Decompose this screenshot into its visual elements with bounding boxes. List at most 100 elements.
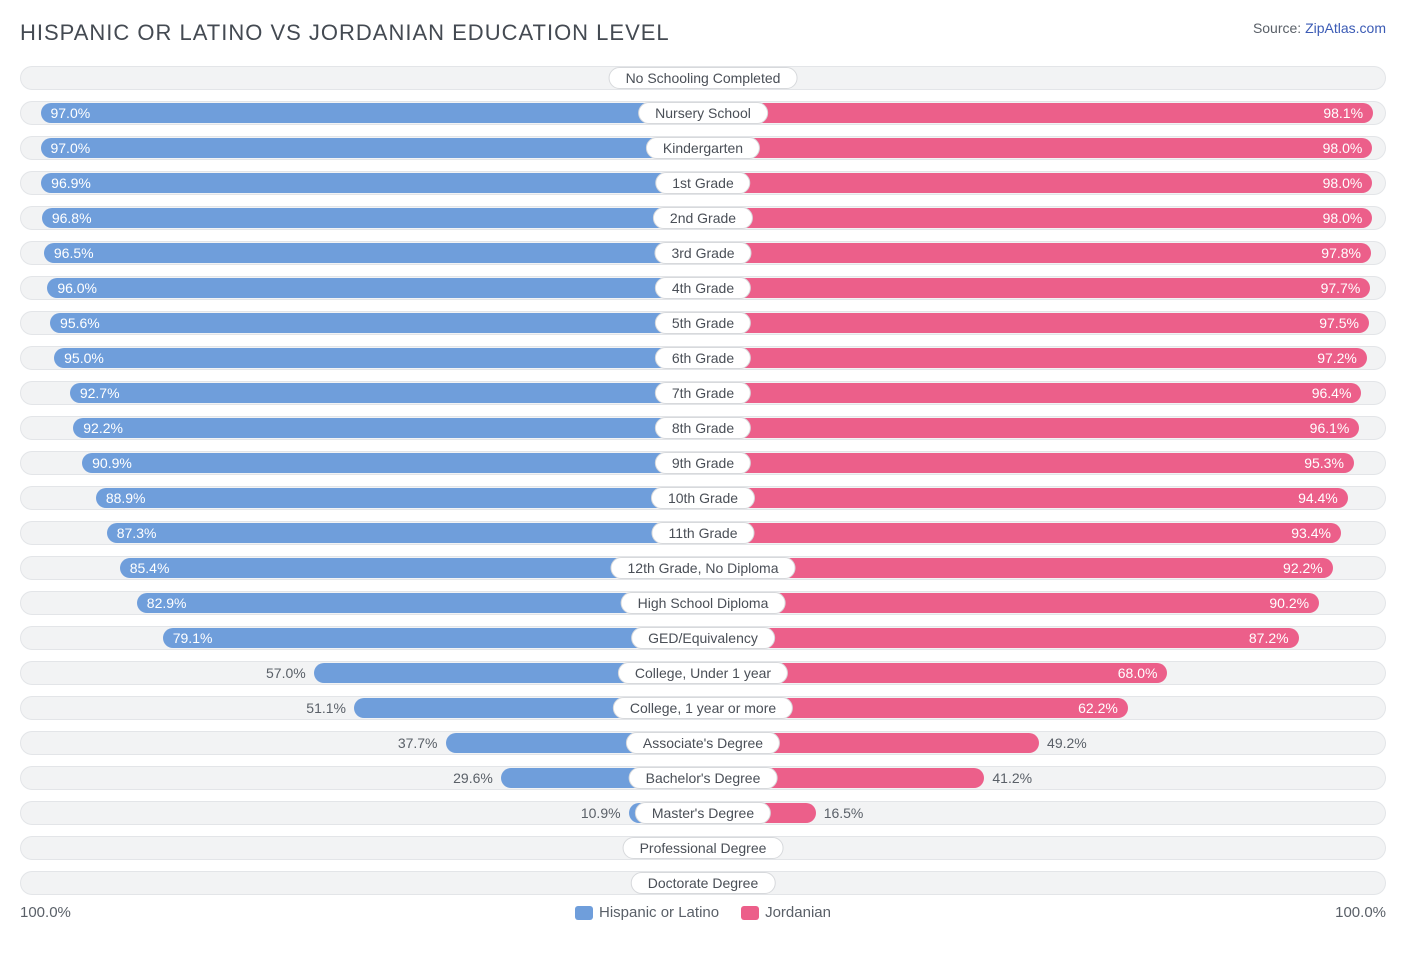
pct-label-right: 49.2%: [1039, 729, 1095, 757]
pct-label-left: 85.4%: [120, 554, 180, 582]
pct-label-left: 79.1%: [163, 624, 223, 652]
chart-row: 57.0% 68.0% College, Under 1 year: [20, 659, 1386, 687]
bar-right: [703, 558, 1333, 578]
bar-right: [703, 453, 1354, 473]
pct-label-left: 57.0%: [258, 659, 314, 687]
category-label: Associate's Degree: [626, 732, 780, 754]
legend-label-right: Jordanian: [765, 904, 831, 921]
pct-label-right: 98.0%: [1313, 134, 1373, 162]
category-label: 5th Grade: [655, 312, 751, 334]
legend-label-left: Hispanic or Latino: [599, 904, 719, 921]
category-label: 4th Grade: [655, 277, 751, 299]
bar-right: [703, 628, 1299, 648]
chart-row: 96.9% 98.0% 1st Grade: [20, 169, 1386, 197]
pct-label-right: 97.5%: [1309, 309, 1369, 337]
pct-label-right: 87.2%: [1239, 624, 1299, 652]
bar-right: [703, 173, 1372, 193]
category-label: 12th Grade, No Diploma: [611, 557, 796, 579]
chart-header: HISPANIC OR LATINO VS JORDANIAN EDUCATIO…: [20, 20, 1386, 46]
pct-label-right: 16.5%: [816, 799, 872, 827]
bar-right: [703, 523, 1341, 543]
bar-left: [41, 173, 703, 193]
category-label: 11th Grade: [651, 522, 754, 544]
pct-label-right: 41.2%: [984, 764, 1040, 792]
pct-label-left: 96.0%: [47, 274, 107, 302]
category-label: Kindergarten: [646, 137, 760, 159]
bar-left: [41, 138, 704, 158]
category-label: High School Diploma: [621, 592, 786, 614]
pct-label-left: 96.5%: [44, 239, 104, 267]
chart-row: 29.6%41.2%Bachelor's Degree: [20, 764, 1386, 792]
chart-footer: 100.0% Hispanic or Latino Jordanian 100.…: [20, 904, 1386, 921]
pct-label-right: 68.0%: [1108, 659, 1168, 687]
chart-row: 92.7% 96.4% 7th Grade: [20, 379, 1386, 407]
bar-left: [50, 313, 703, 333]
category-label: 2nd Grade: [653, 207, 753, 229]
chart-row: 95.6% 97.5% 5th Grade: [20, 309, 1386, 337]
legend-swatch-left: [575, 906, 593, 920]
bar-left: [70, 383, 703, 403]
chart-row: 90.9%95.3%9th Grade: [20, 449, 1386, 477]
pct-label-right: 62.2%: [1068, 694, 1128, 722]
bar-right: [703, 208, 1372, 228]
chart-row: 10.9%16.5%Master's Degree: [20, 799, 1386, 827]
category-label: Professional Degree: [623, 837, 784, 859]
bar-left: [42, 208, 703, 228]
pct-label-left: 92.7%: [70, 379, 130, 407]
chart-row: 97.0% 98.0% Kindergarten: [20, 134, 1386, 162]
pct-label-right: 98.1%: [1313, 99, 1373, 127]
pct-label-left: 95.6%: [50, 309, 110, 337]
bar-right: [703, 103, 1373, 123]
pct-label-right: 97.7%: [1311, 274, 1371, 302]
bar-right: [703, 313, 1369, 333]
chart-row: 3.0%2.0%No Schooling Completed: [20, 64, 1386, 92]
chart-row: 3.2%4.7%Professional Degree: [20, 834, 1386, 862]
bar-left: [73, 418, 703, 438]
bar-left: [41, 103, 704, 123]
bar-right: [703, 383, 1361, 403]
bar-left: [54, 348, 703, 368]
legend-item-right: Jordanian: [741, 904, 831, 921]
category-label: No Schooling Completed: [609, 67, 798, 89]
pct-label-right: 94.4%: [1288, 484, 1348, 512]
chart-row: 96.8%98.0%2nd Grade: [20, 204, 1386, 232]
chart-row: 88.9%94.4%10th Grade: [20, 484, 1386, 512]
legend-swatch-right: [741, 906, 759, 920]
category-label: 7th Grade: [655, 382, 751, 404]
category-label: College, 1 year or more: [613, 697, 793, 719]
bar-left: [82, 453, 703, 473]
category-label: Doctorate Degree: [631, 872, 776, 894]
chart-row: 95.0%97.2%6th Grade: [20, 344, 1386, 372]
pct-label-left: 96.9%: [41, 169, 101, 197]
pct-label-left: 97.0%: [40, 134, 100, 162]
chart-row: 37.7%49.2%Associate's Degree: [20, 729, 1386, 757]
category-label: 1st Grade: [655, 172, 750, 194]
pct-label-left: 51.1%: [298, 694, 354, 722]
legend: Hispanic or Latino Jordanian: [575, 904, 831, 921]
pct-label-right: 93.4%: [1281, 519, 1341, 547]
bar-right: [703, 348, 1367, 368]
pct-label-right: 98.0%: [1313, 169, 1373, 197]
pct-label-left: 95.0%: [54, 344, 114, 372]
chart-row: 79.1%87.2%GED/Equivalency: [20, 624, 1386, 652]
source-link[interactable]: ZipAtlas.com: [1305, 20, 1386, 36]
diverging-bar-chart: 3.0%2.0%No Schooling Completed 97.0% 98.1%…: [20, 64, 1386, 897]
pct-label-right: 96.4%: [1302, 379, 1362, 407]
pct-label-right: 90.2%: [1259, 589, 1319, 617]
chart-row: 92.2%96.1%8th Grade: [20, 414, 1386, 442]
bar-left: [163, 628, 703, 648]
bar-left: [47, 278, 703, 298]
pct-label-right: 96.1%: [1300, 414, 1360, 442]
pct-label-right: 97.8%: [1311, 239, 1371, 267]
category-label: College, Under 1 year: [618, 662, 788, 684]
pct-label-right: 92.2%: [1273, 554, 1333, 582]
pct-label-left: 96.8%: [42, 204, 102, 232]
bar-left: [137, 593, 703, 613]
pct-label-left: 88.9%: [96, 484, 156, 512]
bar-left: [96, 488, 703, 508]
chart-row: 85.4% 92.2% 12th Grade, No Diploma: [20, 554, 1386, 582]
source-attribution: Source: ZipAtlas.com: [1253, 20, 1386, 36]
category-label: 8th Grade: [655, 417, 751, 439]
category-label: Master's Degree: [635, 802, 771, 824]
bar-right: [703, 278, 1370, 298]
